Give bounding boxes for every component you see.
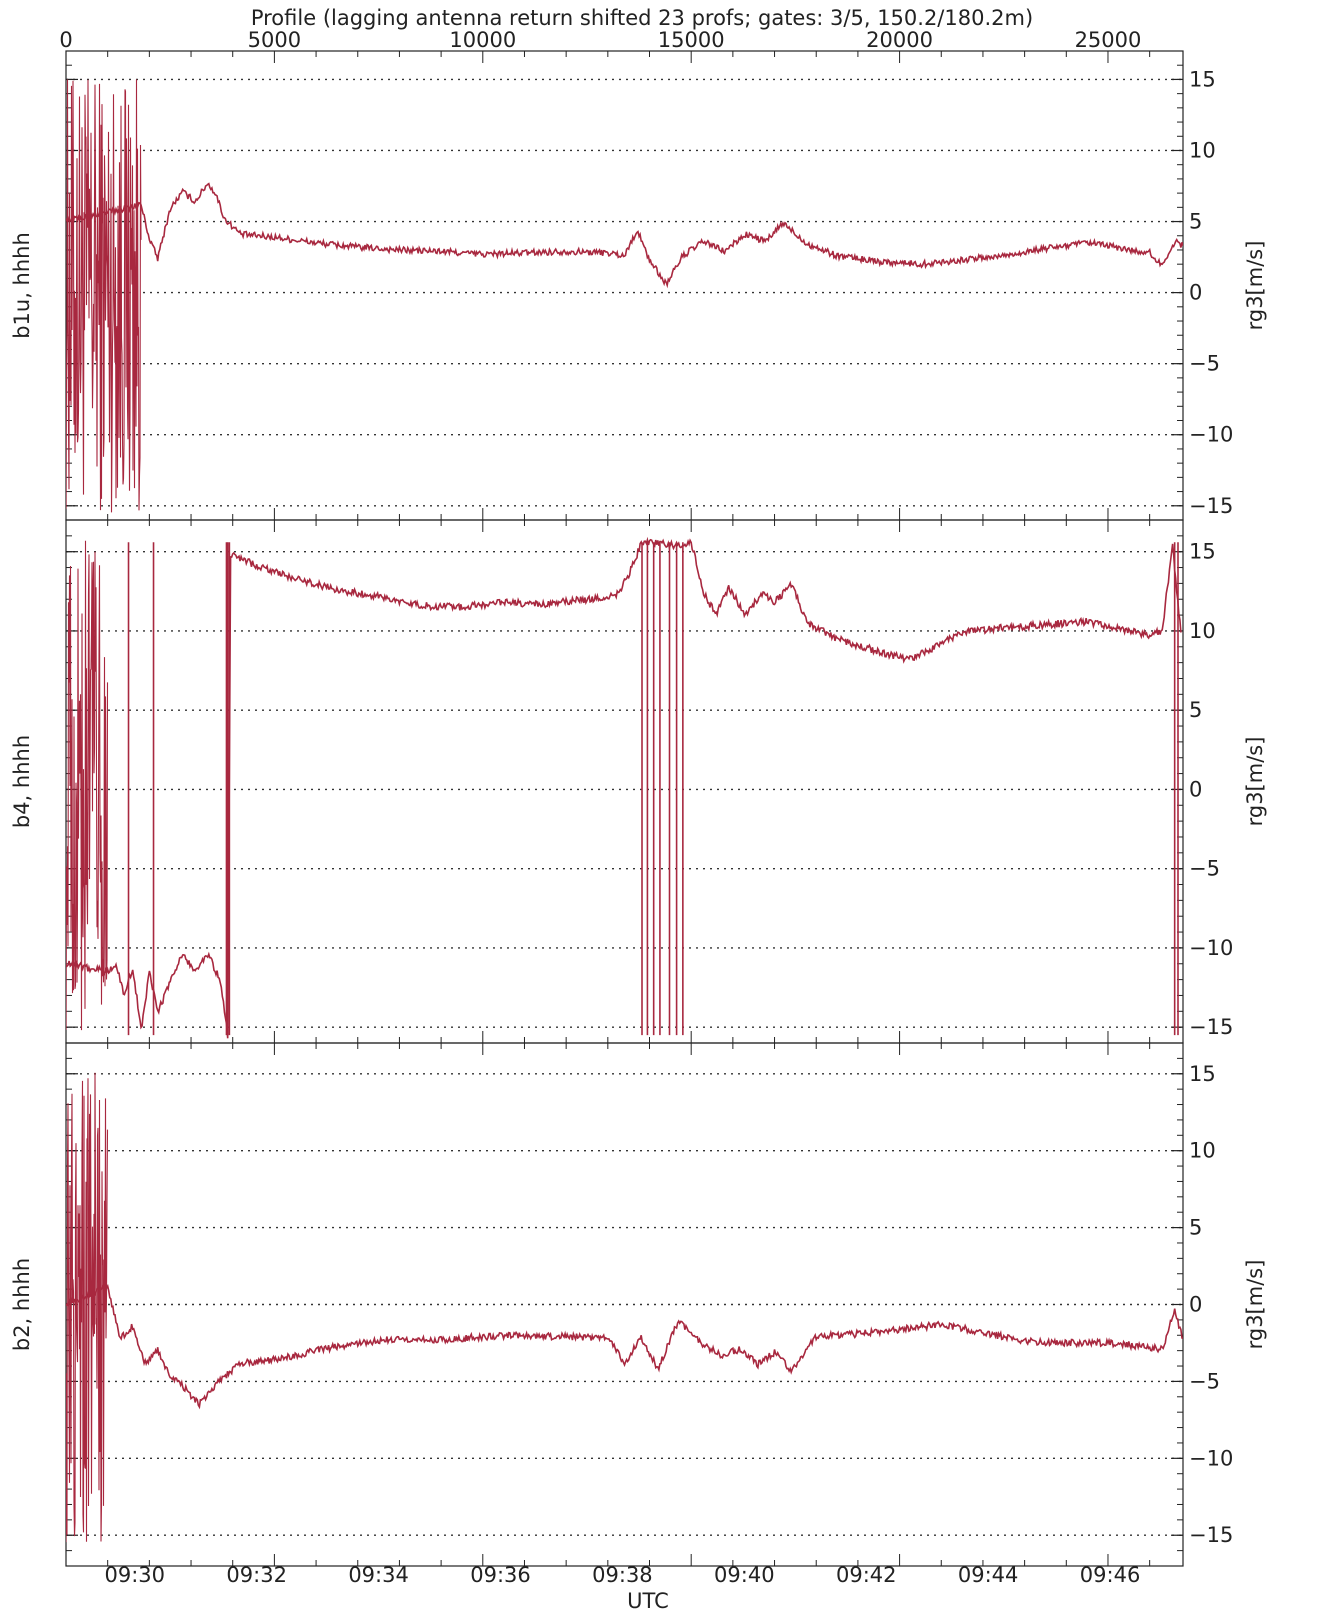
y-tick-label: 5 [1189,210,1202,234]
top-tick-label: 20000 [866,28,933,52]
y-tick-label: −10 [1189,1446,1233,1470]
bottom-tick-label: 09:40 [714,1563,775,1587]
y-label-right: rg3[m/s] [1243,1260,1267,1350]
series-group [66,536,1182,1039]
y-tick-label: 0 [1189,777,1202,801]
y-tick-label: 15 [1189,67,1216,91]
top-tick-label: 10000 [449,28,516,52]
series-line [66,1283,1183,1410]
panel-frame [65,50,1184,521]
series-line [66,182,1183,289]
panel-2: 15 10 5 0 −5 −10 −15 b4, hhhh rg3[m/s] [10,519,1267,1044]
bottom-tick-label: 09:46 [1080,1563,1141,1587]
bottom-tick-label: 09:42 [836,1563,897,1587]
bottom-tick-label: 09:38 [592,1563,653,1587]
y-label-right: rg3[m/s] [1243,737,1267,827]
series-line [66,536,1182,1039]
series-group [66,79,1183,513]
y-tick-label: −5 [1189,352,1220,376]
bottom-tick-label: 09:30 [105,1563,166,1587]
noise-burst [66,79,142,513]
top-tick-label: 5000 [248,28,301,52]
y-tick-label: −15 [1189,494,1233,518]
y-tick-label: 10 [1189,138,1216,162]
noise-burst [66,540,109,1031]
panel-frame [65,519,1184,1044]
y-label-left: b2, hhhh [10,1258,34,1351]
bottom-tick-label: 09:34 [348,1563,409,1587]
y-label-right: rg3[m/s] [1243,241,1267,331]
y-tick-label: 0 [1189,1293,1202,1317]
y-tick-label: −5 [1189,1369,1220,1393]
panel-3: 15 10 5 0 −5 −10 −15 b2, hhhh rg3[m/s] [10,1042,1267,1567]
top-tick-label: 0 [59,28,72,52]
y-tick-label: 5 [1189,1216,1202,1240]
top-tick-label: 15000 [658,28,725,52]
y-tick-label: −15 [1189,1015,1233,1039]
top-axis-title: Profile (lagging antenna return shifted … [251,6,1033,30]
y-tick-label: 0 [1189,281,1202,305]
y-tick-label: 10 [1189,1139,1216,1163]
bottom-tick-label: 09:44 [958,1563,1019,1587]
top-tick-label: 25000 [1075,28,1142,52]
bottom-tick-label: 09:32 [226,1563,287,1587]
bottom-axis-title: UTC [627,1589,669,1613]
y-label-left: b1u, hhhh [10,232,34,339]
panel-1: 15 10 5 0 −5 −10 −15 b1u, hhhh rg3[m/s] [10,50,1267,521]
plot-panels: 15 10 5 0 −5 −10 −15 b1u, hhhh rg3[m/s] 15 10 5 0 −5 −… [10,50,1267,1567]
bottom-tick-label: 09:36 [470,1563,531,1587]
y-tick-label: 5 [1189,698,1202,722]
noise-burst [66,1072,109,1543]
y-tick-label: 15 [1189,1062,1216,1086]
series-group [66,1072,1183,1543]
y-tick-label: −10 [1189,423,1233,447]
top-axis: 0 5000 10000 15000 20000 25000 [59,28,1141,52]
y-label-left: b4, hhhh [10,735,34,828]
y-tick-label: 10 [1189,619,1216,643]
y-tick-label: −10 [1189,936,1233,960]
y-tick-label: −5 [1189,857,1220,881]
bottom-axis: 09:30 09:32 09:34 09:36 09:38 09:40 09:42 09:44… [105,1563,1141,1587]
panel-frame [65,1042,1184,1567]
y-tick-label: 15 [1189,540,1216,564]
y-tick-label: −15 [1189,1523,1233,1547]
